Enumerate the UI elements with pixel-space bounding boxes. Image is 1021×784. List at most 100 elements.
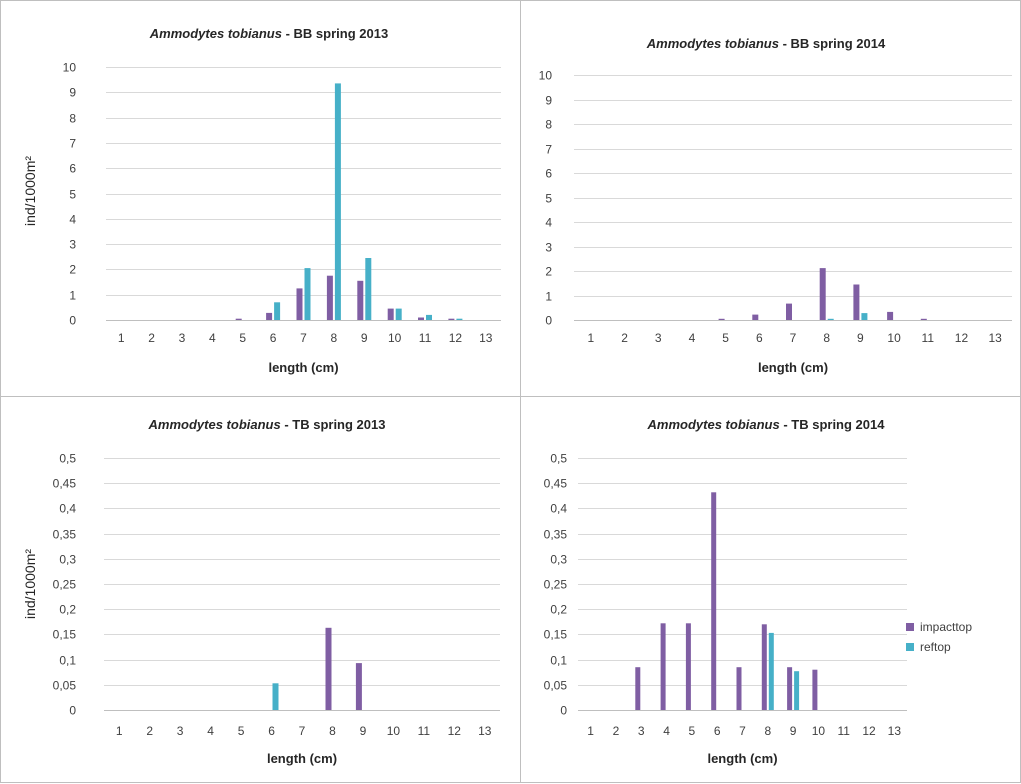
- y-tick-label: 0: [545, 314, 552, 328]
- x-tick-label: 6: [756, 331, 763, 345]
- bar-reftop: [827, 318, 834, 320]
- bar-impacttop: [235, 318, 242, 320]
- bar-impacttop: [266, 312, 273, 320]
- bar-impacttop: [853, 284, 860, 320]
- bar-impacttop: [685, 623, 691, 710]
- x-axis-label: length (cm): [707, 751, 777, 766]
- x-tick-label: 4: [689, 331, 696, 345]
- x-tick-label: 1: [588, 331, 595, 345]
- y-tick-label: 0,45: [544, 477, 568, 491]
- x-tick-label: 4: [663, 724, 670, 738]
- bar-reftop: [861, 313, 868, 320]
- y-tick-label: 4: [545, 216, 552, 230]
- x-tick-label: 9: [790, 724, 797, 738]
- y-tick-label: 5: [69, 188, 76, 202]
- bar-impacttop: [786, 303, 792, 320]
- x-tick-label: 7: [299, 724, 306, 738]
- chart-panel-bb-2013: 0 1 2 3 4 5 6 7 8 9 10 1 2 3 4 5 6 7 8 9 10 11 12 13 Ammodytes t…: [0, 0, 521, 397]
- x-tick-label: 3: [638, 724, 645, 738]
- bar-reftop: [426, 314, 432, 320]
- x-tick-label: 11: [922, 331, 935, 345]
- bar-reftop: [395, 308, 402, 320]
- y-tick-label: 10: [539, 69, 553, 83]
- bar-impacttop: [920, 318, 927, 320]
- x-tick-label: 12: [449, 331, 463, 345]
- y-tick-label: 1: [69, 289, 76, 303]
- legend-swatch-impacttop: [906, 623, 914, 631]
- y-tick-label: 0,2: [59, 603, 76, 617]
- x-tick-label: 1: [587, 724, 594, 738]
- x-tick-label: 7: [300, 331, 307, 345]
- x-tick-label: 7: [739, 724, 746, 738]
- y-tick-label: 7: [69, 137, 76, 151]
- bar-impacttop: [660, 623, 666, 710]
- x-tick-label: 4: [207, 724, 214, 738]
- y-tick-label: 8: [69, 112, 76, 126]
- y-tick-label: 0,15: [544, 628, 568, 642]
- chart-title: Ammodytes tobianus - TB spring 2013: [148, 417, 386, 432]
- x-tick-label: 6: [270, 331, 277, 345]
- bar-impacttop: [296, 288, 303, 320]
- y-tick-label: 3: [545, 241, 552, 255]
- x-tick-label: 2: [621, 331, 628, 345]
- x-tick-label: 1: [118, 331, 125, 345]
- x-tick-label: 3: [179, 331, 186, 345]
- x-tick-label: 1: [116, 724, 123, 738]
- y-tick-label: 0,25: [53, 578, 77, 592]
- bar-impacttop: [635, 667, 641, 710]
- bar-reftop: [334, 83, 341, 321]
- y-tick-label: 2: [545, 265, 552, 279]
- y-tick-label: 9: [69, 86, 76, 100]
- chart-svg-tb-2013: 00,050,10,150,20,250,30,350,40,450,51 2 3 4…: [22, 417, 500, 766]
- x-tick-label: 5: [722, 331, 729, 345]
- y-tick-label: 4: [69, 213, 76, 227]
- y-tick-label: 0,1: [59, 654, 76, 668]
- bar-impacttop: [812, 669, 818, 710]
- bar-impacttop: [752, 314, 759, 320]
- y-tick-label: 0,05: [53, 679, 77, 693]
- x-tick-label: 11: [419, 331, 432, 345]
- x-tick-label: 6: [268, 724, 275, 738]
- y-axis-label: ind/1000m²: [22, 549, 38, 619]
- y-tick-label: 0,4: [59, 502, 76, 516]
- y-tick-label: 9: [545, 94, 552, 108]
- y-tick-label: 0,3: [550, 553, 567, 567]
- y-tick-label: 0,4: [550, 502, 567, 516]
- bar-reftop: [456, 318, 463, 320]
- bar-impacttop: [448, 318, 455, 320]
- bar-impacttop: [326, 275, 333, 320]
- y-tick-label: 0,15: [53, 628, 77, 642]
- y-tick-label: 0,2: [550, 603, 567, 617]
- y-tick-label: 10: [63, 61, 77, 75]
- x-axis-label: length (cm): [758, 360, 828, 375]
- x-axis-label: length (cm): [267, 751, 337, 766]
- chart-title: Ammodytes tobianus - BB spring 2014: [646, 36, 886, 51]
- y-tick-label: 0: [69, 314, 76, 328]
- x-tick-label: 13: [888, 724, 902, 738]
- bar-reftop: [274, 302, 281, 320]
- x-tick-label: 13: [479, 331, 493, 345]
- bar-reftop: [794, 671, 800, 710]
- y-tick-label: 0,35: [53, 528, 77, 542]
- x-tick-label: 7: [790, 331, 797, 345]
- x-tick-label: 12: [862, 724, 876, 738]
- y-tick-label: 0: [69, 704, 76, 718]
- legend-label-impacttop: impacttop: [920, 620, 973, 634]
- chart-title: Ammodytes tobianus - TB spring 2014: [647, 417, 886, 432]
- x-tick-label: 8: [823, 331, 830, 345]
- x-tick-label: 12: [955, 331, 969, 345]
- bar-impacttop: [357, 280, 364, 320]
- x-tick-label: 2: [146, 724, 153, 738]
- bar-impacttop: [761, 624, 767, 710]
- legend-item-impacttop: impacttop: [906, 617, 972, 637]
- x-tick-label: 9: [360, 724, 367, 738]
- bar-impacttop: [711, 492, 717, 710]
- x-tick-label: 5: [689, 724, 696, 738]
- x-tick-label: 4: [209, 331, 216, 345]
- y-tick-label: 0,45: [53, 477, 77, 491]
- x-tick-label: 5: [239, 331, 246, 345]
- chart-svg-tb-2014: 00,050,10,150,20,250,30,350,40,450,51 2 3 4…: [544, 417, 907, 766]
- chart-panel-bb-2014: 0 1 2 3 4 5 6 7 8 9 10 1 2 3 4 5 6 7 8 9 10 11 12 13 Ammodytes t…: [520, 0, 1021, 397]
